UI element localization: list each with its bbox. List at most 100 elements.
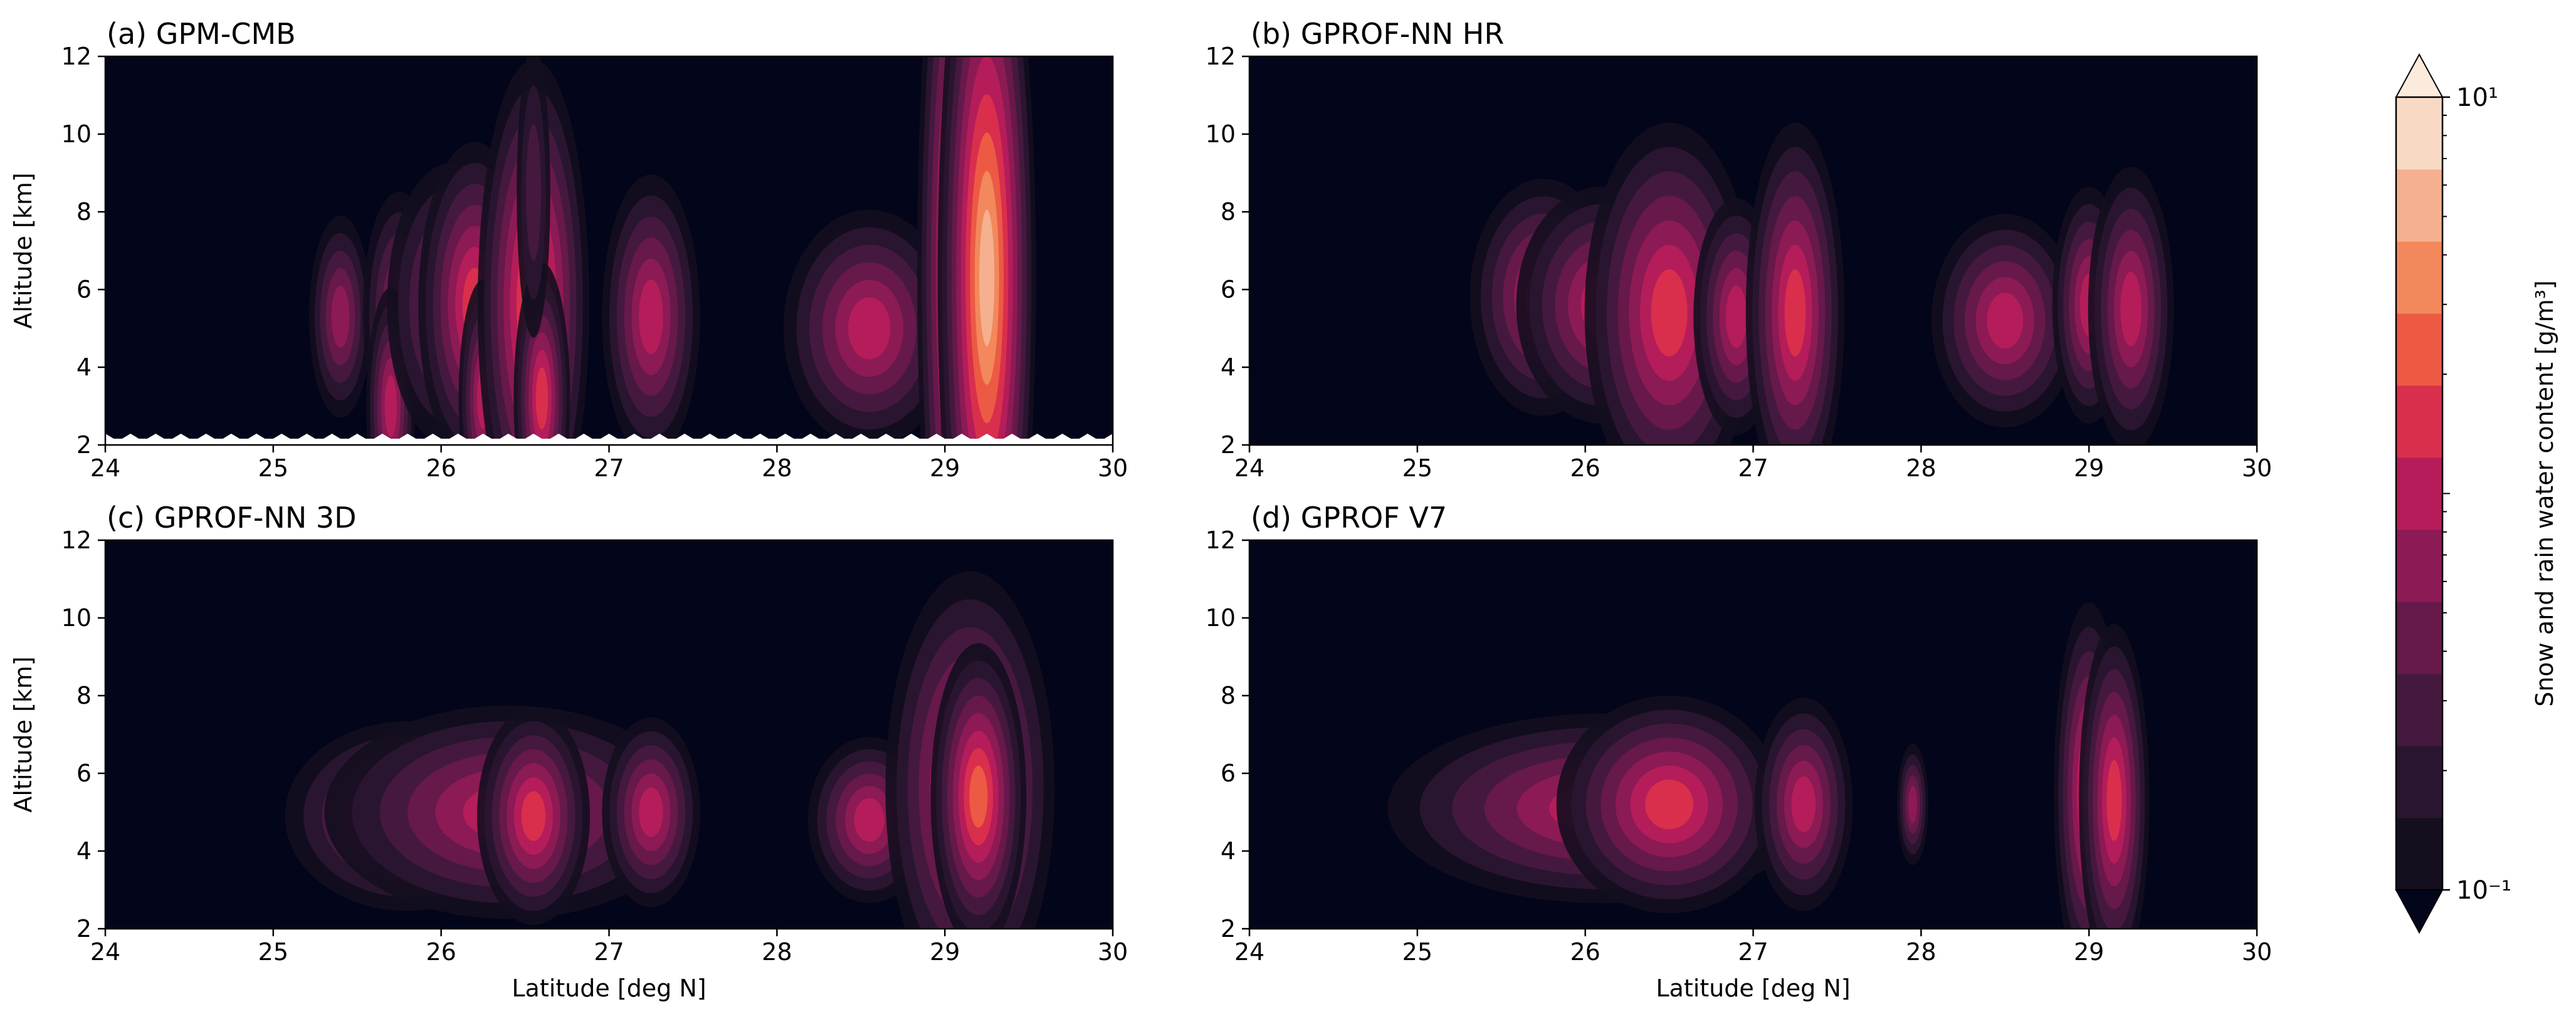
x-tick-label: 25 bbox=[258, 938, 288, 966]
colorbar-segment bbox=[2396, 241, 2442, 314]
colorbar: 10¹ 10⁻¹ Snow and rain water content [g/m³… bbox=[2396, 55, 2558, 933]
x-tick-label: 29 bbox=[930, 938, 960, 966]
x-tick-label: 28 bbox=[1906, 454, 1936, 482]
x-tick-label: 24 bbox=[90, 938, 120, 966]
y-tick-label: 10 bbox=[61, 604, 92, 632]
x-tick-label: 30 bbox=[1098, 454, 1128, 482]
x-tick-label: 27 bbox=[1738, 938, 1768, 966]
x-tick-label: 29 bbox=[930, 454, 960, 482]
x-tick-label: 25 bbox=[1402, 454, 1433, 482]
y-tick-label: 2 bbox=[1221, 915, 1236, 943]
data-cell bbox=[602, 174, 700, 459]
colorbar-extend-high bbox=[2396, 55, 2442, 97]
contour-level-5 bbox=[854, 798, 885, 842]
x-tick-label: 29 bbox=[2074, 938, 2104, 966]
colorbar-segment bbox=[2396, 97, 2442, 170]
colorbar-segment bbox=[2396, 818, 2442, 891]
x-tick-label: 27 bbox=[1738, 454, 1768, 482]
x-tick-label: 24 bbox=[1234, 454, 1264, 482]
colorbar-tick-label: 10⁻¹ bbox=[2456, 876, 2511, 905]
colorbar-extend-low bbox=[2396, 890, 2442, 933]
y-tick-label: 6 bbox=[1221, 276, 1236, 303]
contour-level-5 bbox=[639, 280, 663, 354]
contour-level-7 bbox=[969, 766, 987, 828]
x-tick-label: 27 bbox=[594, 938, 624, 966]
panel-title: (a) GPM-CMB bbox=[107, 17, 296, 51]
y-axis-label: Altitude [km] bbox=[9, 656, 37, 812]
y-tick-label: 12 bbox=[61, 43, 92, 70]
y-tick-label: 10 bbox=[1206, 120, 1236, 148]
data-cell bbox=[1897, 744, 1928, 865]
data-cell bbox=[477, 708, 590, 925]
data-cell bbox=[930, 643, 1026, 950]
x-tick-label: 27 bbox=[594, 454, 624, 482]
data-cell bbox=[517, 47, 550, 338]
y-tick-label: 4 bbox=[1221, 353, 1236, 381]
contour-level-6 bbox=[2106, 760, 2121, 841]
data-cell bbox=[602, 718, 700, 907]
x-axis-label: Latitude [deg N] bbox=[1656, 974, 1850, 1002]
panel-title: (b) GPROF-NN HR bbox=[1251, 17, 1504, 51]
panel-title: (d) GPROF V7 bbox=[1251, 501, 1447, 535]
y-tick-label: 8 bbox=[76, 682, 92, 709]
y-tick-label: 4 bbox=[76, 353, 92, 381]
colorbar-segment bbox=[2396, 385, 2442, 458]
x-tick-label: 25 bbox=[1402, 938, 1433, 966]
surface-mask bbox=[105, 434, 1113, 445]
colorbar-segment bbox=[2396, 530, 2442, 602]
contour-level-5 bbox=[639, 787, 663, 837]
x-tick-label: 30 bbox=[1098, 938, 1128, 966]
contour-level-6 bbox=[536, 367, 548, 429]
x-tick-label: 26 bbox=[426, 454, 456, 482]
contour-level-9 bbox=[979, 209, 994, 346]
colorbar-segment bbox=[2396, 746, 2442, 818]
x-tick-label: 28 bbox=[762, 454, 792, 482]
y-tick-label: 6 bbox=[76, 276, 92, 303]
colorbar-tick-label: 10¹ bbox=[2456, 83, 2498, 112]
data-cell bbox=[2079, 624, 2149, 977]
x-tick-label: 30 bbox=[2242, 938, 2272, 966]
x-tick-label: 26 bbox=[1570, 938, 1600, 966]
y-tick-label: 12 bbox=[1206, 43, 1236, 70]
y-tick-label: 2 bbox=[76, 915, 92, 943]
contour-level-4 bbox=[332, 286, 350, 348]
contour-level-5 bbox=[1987, 293, 2023, 348]
y-tick-label: 10 bbox=[61, 120, 92, 148]
data-cell bbox=[309, 216, 372, 417]
colorbar-segment bbox=[2396, 169, 2442, 242]
x-tick-label: 24 bbox=[1234, 938, 1264, 966]
contour-level-5 bbox=[1726, 286, 1747, 348]
y-tick-label: 4 bbox=[1221, 837, 1236, 865]
contour-level-4 bbox=[1908, 786, 1917, 823]
y-tick-label: 4 bbox=[76, 837, 92, 865]
contour-level-6 bbox=[522, 792, 546, 841]
x-tick-label: 28 bbox=[762, 938, 792, 966]
colorbar-segment bbox=[2396, 602, 2442, 674]
x-tick-label: 28 bbox=[1906, 938, 1936, 966]
panel-title: (c) GPROF-NN 3D bbox=[107, 501, 357, 535]
y-tick-label: 2 bbox=[76, 431, 92, 459]
colorbar-segment bbox=[2396, 457, 2442, 530]
x-tick-label: 29 bbox=[2074, 454, 2104, 482]
contour-level-5 bbox=[1792, 776, 1816, 832]
contour-level-5 bbox=[385, 375, 397, 437]
x-tick-label: 30 bbox=[2242, 454, 2272, 482]
colorbar-label: Snow and rain water content [g/m³] bbox=[2531, 280, 2558, 707]
data-cell bbox=[1746, 122, 1844, 503]
contour-level-5 bbox=[2120, 271, 2142, 346]
x-tick-label: 24 bbox=[90, 454, 120, 482]
y-tick-label: 12 bbox=[1206, 526, 1236, 554]
y-tick-label: 10 bbox=[1206, 604, 1236, 632]
y-tick-label: 12 bbox=[61, 526, 92, 554]
contour-level-5 bbox=[848, 297, 890, 359]
x-axis-label: Latitude [deg N] bbox=[512, 974, 706, 1002]
data-cell bbox=[2088, 167, 2174, 451]
y-tick-label: 8 bbox=[76, 198, 92, 226]
colorbar-segment bbox=[2396, 313, 2442, 386]
contour-level-6 bbox=[1645, 780, 1693, 829]
